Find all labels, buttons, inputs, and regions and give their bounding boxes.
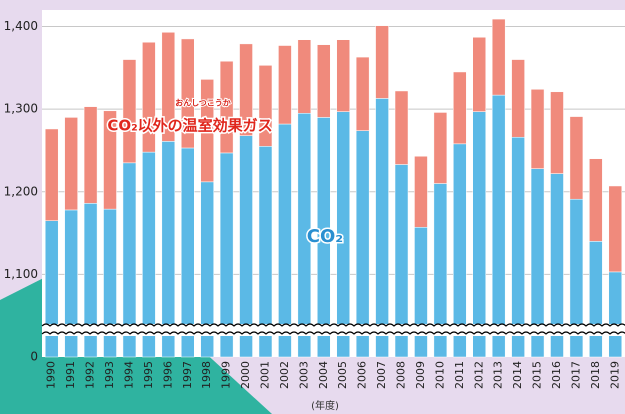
x-tick-label: 2001 [258,361,271,389]
bar-segment [375,25,389,99]
y-tick-label: 1,100 [4,267,38,281]
y-tick-label: 1,300 [4,102,38,116]
series-label: CO₂ [307,226,343,247]
x-tick-label: 2002 [278,361,291,389]
x-tick-label: 2008 [395,361,408,389]
x-tick-label: 2013 [492,361,505,389]
bar-segment [278,45,292,125]
bar-segment [491,94,506,358]
bar-segment [472,111,486,358]
x-tick-label: 2019 [608,361,621,389]
bar-segment [491,18,506,96]
bar-segment [317,44,331,118]
x-tick-label: 2009 [414,361,427,389]
bar-segment [161,32,176,142]
x-tick-label: 2003 [297,361,310,389]
bar-segment [239,43,253,136]
bar-segment [278,123,292,358]
bar-segment [103,110,117,210]
x-tick-label: 1992 [84,361,97,389]
bar-segment [219,60,234,154]
bar-segment [589,158,603,242]
bar-segment [550,91,564,174]
x-tick-label: 1999 [220,361,233,389]
bar-segment [414,155,428,228]
grid [42,26,625,275]
bar-segment [83,106,98,204]
bar-segment [181,38,195,149]
bar-segment [355,56,370,131]
bar-segment [608,185,623,273]
bar-segment [472,37,486,112]
bar-segment [569,116,584,200]
bar-segment [511,59,525,138]
x-tick-label: 1993 [103,361,116,389]
bar-segment [589,241,603,358]
x-tick-label: 2000 [239,361,252,389]
x-tick-label: 2011 [453,361,466,389]
x-tick-label: 2006 [356,361,369,389]
x-tick-label: 2012 [472,361,485,389]
axis-break [41,323,625,336]
x-tick-label: 1998 [200,361,213,389]
x-tick-label: 1991 [64,361,77,389]
x-tick-label: 1994 [122,361,135,389]
bar-segment [44,128,59,221]
labels: 0 1,100 1,200 1,300 1,400 1990 1991 1992 1993 199… [4,19,622,389]
bar-segment [142,41,156,153]
x-tick-label: 2015 [531,361,544,389]
bar-segment [375,98,389,358]
bar-segment [297,39,312,114]
bar-segment [200,79,214,183]
x-tick-label: 2018 [589,361,602,389]
bar-segment [433,112,448,184]
bar-segment [355,130,370,358]
bar-segment [258,65,273,147]
break-line [41,323,625,327]
x-tick-label: 1997 [181,361,194,389]
x-axis-label: (年度) [311,399,339,412]
y-tick-label: 1,400 [4,19,38,33]
bar-segment [64,117,78,211]
break-line [41,331,625,335]
plot-area [42,10,625,357]
bar-segment [414,227,428,358]
x-tick-label: 2017 [569,361,582,389]
x-tick-label: 1996 [161,361,174,389]
bars [44,18,623,358]
x-tick-label: 2005 [336,361,349,389]
bar-segment [122,59,137,164]
bar-segment [530,89,545,169]
x-tick-label: 2007 [375,361,388,389]
y-tick-label: 1,200 [4,184,38,198]
bar-segment [453,71,467,145]
bar-segment [608,271,623,358]
x-tick-label: 2010 [433,361,446,389]
x-tick-label: 2016 [550,361,563,389]
y-tick-label: 0 [30,350,38,364]
ruby: おんしつこうか [175,99,231,108]
series-label: CO₂以外の温室効果ガス [107,117,272,135]
x-tick-label: 2004 [317,361,330,389]
x-tick-label: 1995 [142,361,155,389]
x-tick-label: 2014 [511,361,524,389]
bar-segment [336,39,350,112]
x-tick-label: 1990 [45,361,58,389]
bar-segment [44,220,59,358]
bar-segment [394,90,409,165]
